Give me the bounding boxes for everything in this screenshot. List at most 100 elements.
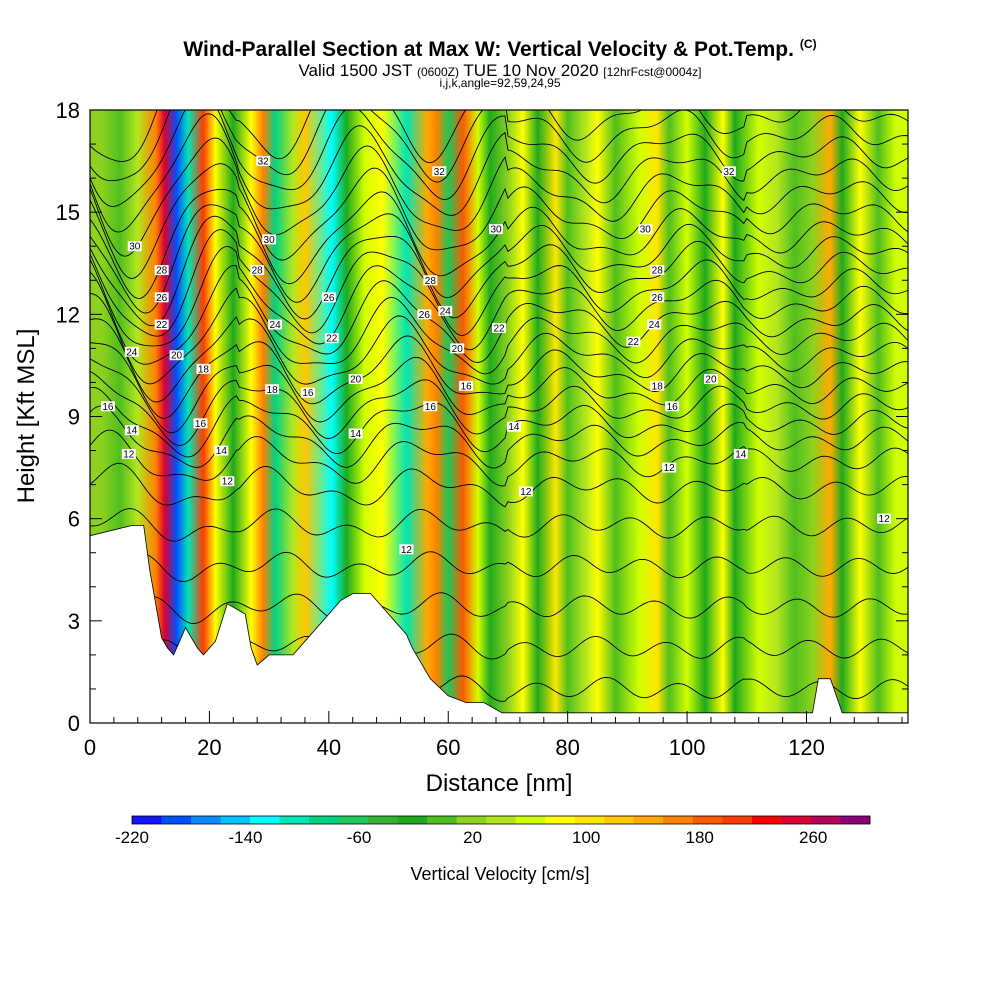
svg-text:16: 16 [102,402,114,413]
isentrope-label: 12 [399,544,414,556]
isentrope-label: 16 [100,401,115,413]
forecast-info: [12hrFcst@0004z] [603,65,702,79]
isentrope-label: 26 [321,292,336,304]
svg-text:30: 30 [640,225,652,236]
isentrope-label: 32 [432,166,447,178]
svg-text:16: 16 [195,419,207,430]
colorbar-swatch [810,816,841,824]
colorbar-title: Vertical Velocity [cm/s] [410,864,589,884]
isentrope-label: 32 [256,156,271,168]
colorbar-swatch [161,816,192,824]
isentrope-label: 30 [489,224,504,236]
colorbar-swatch [722,816,753,824]
isentrope-label: 28 [154,265,169,277]
svg-text:18: 18 [652,381,664,392]
y-tick-label: 12 [56,302,80,327]
y-tick-label: 15 [56,200,80,225]
isentrope-label: 30 [127,241,142,253]
svg-text:12: 12 [123,449,135,460]
svg-text:24: 24 [270,320,282,331]
isentrope-label: 24 [438,305,453,317]
svg-text:32: 32 [434,167,446,178]
isentrope-line [90,405,908,469]
isentrope-label: 30 [262,234,277,246]
isentrope-label: 18 [265,384,280,396]
colorbar-swatch [279,816,310,824]
isentrope-lines [90,110,908,706]
colorbar-frame [131,815,871,825]
svg-text:28: 28 [252,266,264,277]
x-tick-label: 100 [669,735,706,760]
isentrope-line [90,265,908,365]
isentrope-line [90,204,908,314]
colorbar-swatch [515,816,546,824]
isentrope-label: 24 [647,319,662,331]
svg-text:20: 20 [171,351,183,362]
terrain-mask [90,525,908,723]
isentrope-label: 24 [268,319,283,331]
svg-text:12: 12 [879,514,891,525]
colorbar-tick-label: -60 [347,828,372,847]
isentrope-label: 14 [348,428,363,440]
isentrope-label: 12 [662,462,677,474]
colorbar-swatch [604,816,635,824]
chart-title: Wind-Parallel Section at Max W: Vertical… [0,37,1000,62]
colorbar-swatch [840,816,871,824]
svg-text:12: 12 [401,545,413,556]
isentrope-line [90,551,908,583]
svg-text:22: 22 [326,334,338,345]
isentrope-label: 30 [638,224,653,236]
isentrope-line [90,245,908,351]
isentrope-label: 22 [324,333,339,345]
isentrope-line [90,508,908,542]
x-tick-label: 40 [317,735,341,760]
colorbar-swatch [456,816,487,824]
svg-text:26: 26 [652,293,664,304]
isentrope-label: 16 [423,401,438,413]
isentrope-line [90,215,908,327]
y-tick-label: 0 [68,711,80,736]
isentrope-label: 18 [196,363,211,375]
isentrope-label: 20 [348,374,363,386]
isentrope-label: 26 [417,309,432,321]
copyright-mark: (C) [799,37,817,51]
isentrope-label: 22 [154,319,169,331]
colorbar-swatch [397,816,428,824]
svg-text:24: 24 [440,306,452,317]
isentrope-label: 12 [121,448,136,460]
isentrope-label: 14 [124,425,139,437]
isentrope-label: 20 [450,343,465,355]
isentrope-label: 14 [506,421,521,433]
svg-text:28: 28 [425,276,437,287]
svg-text:26: 26 [323,293,335,304]
isentrope-label: 24 [124,346,139,358]
x-tick-label: 80 [555,735,579,760]
svg-text:24: 24 [126,347,138,358]
svg-text:30: 30 [264,235,276,246]
colorbar-tick-label: 180 [686,828,714,847]
colorbar-swatch [545,816,576,824]
isentrope-line [90,163,908,279]
y-tick-label: 18 [56,98,80,123]
svg-text:20: 20 [452,344,464,355]
isentrope-label: 28 [423,275,438,287]
isentrope-label: 16 [459,380,474,392]
isentrope-label: 16 [665,401,680,413]
colorbar-swatch [220,816,251,824]
svg-text:28: 28 [156,266,168,277]
colorbar-swatch [191,816,221,824]
svg-text:12: 12 [222,477,234,488]
x-tick-label: 0 [84,735,96,760]
isentrope-line [90,287,908,385]
isentrope-line [90,137,908,257]
y-tick-label: 6 [68,507,80,532]
valid-time-utc: (0600Z) [416,65,459,79]
svg-text:16: 16 [461,381,473,392]
isentrope-label: 12 [877,513,892,525]
colorbar-tick-label: -140 [228,828,262,847]
isentrope-line [90,592,908,624]
y-tick-label: 9 [68,405,80,430]
svg-text:26: 26 [156,293,168,304]
colorbar-swatch [338,816,369,824]
